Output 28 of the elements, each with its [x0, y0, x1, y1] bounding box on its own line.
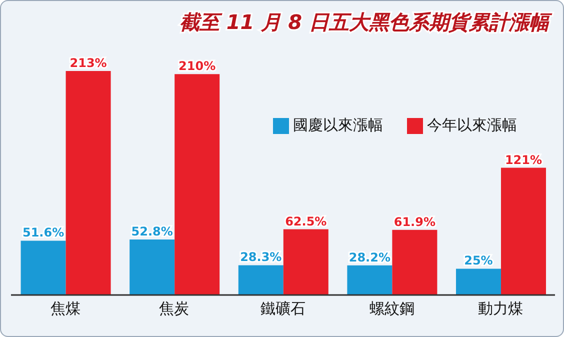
bar: [283, 229, 328, 295]
bar: [500, 168, 546, 295]
data-label: 28.2%: [348, 250, 391, 264]
x-tick-label: 動力煤: [478, 300, 524, 318]
bar: [238, 265, 284, 295]
data-label: 25%: [464, 254, 493, 268]
legend-label: 今年以來漲幅: [427, 116, 517, 134]
data-label: 28.3%: [240, 250, 282, 264]
data-label: 62.5%: [285, 214, 327, 228]
x-tick-label: 鐵礦石: [260, 300, 306, 318]
data-label: 51.6%: [22, 226, 64, 240]
x-tick-label: 螺紋鋼: [369, 300, 414, 318]
data-label: 121%: [504, 152, 542, 167]
x-tick-label: 焦煤: [50, 300, 80, 318]
data-label: 210%: [178, 59, 216, 74]
bar: [174, 74, 220, 295]
bar: [392, 230, 438, 295]
x-tick-label: 焦炭: [159, 300, 190, 318]
bar: [456, 268, 501, 295]
data-label: 52.8%: [131, 224, 173, 238]
data-label: 213%: [70, 56, 107, 70]
bar: [347, 265, 392, 295]
bar: [130, 239, 175, 295]
legend-label: 國慶以來漲幅: [293, 116, 383, 134]
chart-title: 截至 11 月 8 日五大黑色系期貨累計漲幅: [179, 10, 553, 34]
bar: [20, 240, 66, 295]
data-label: 61.9%: [394, 214, 436, 229]
bar: [66, 71, 111, 295]
